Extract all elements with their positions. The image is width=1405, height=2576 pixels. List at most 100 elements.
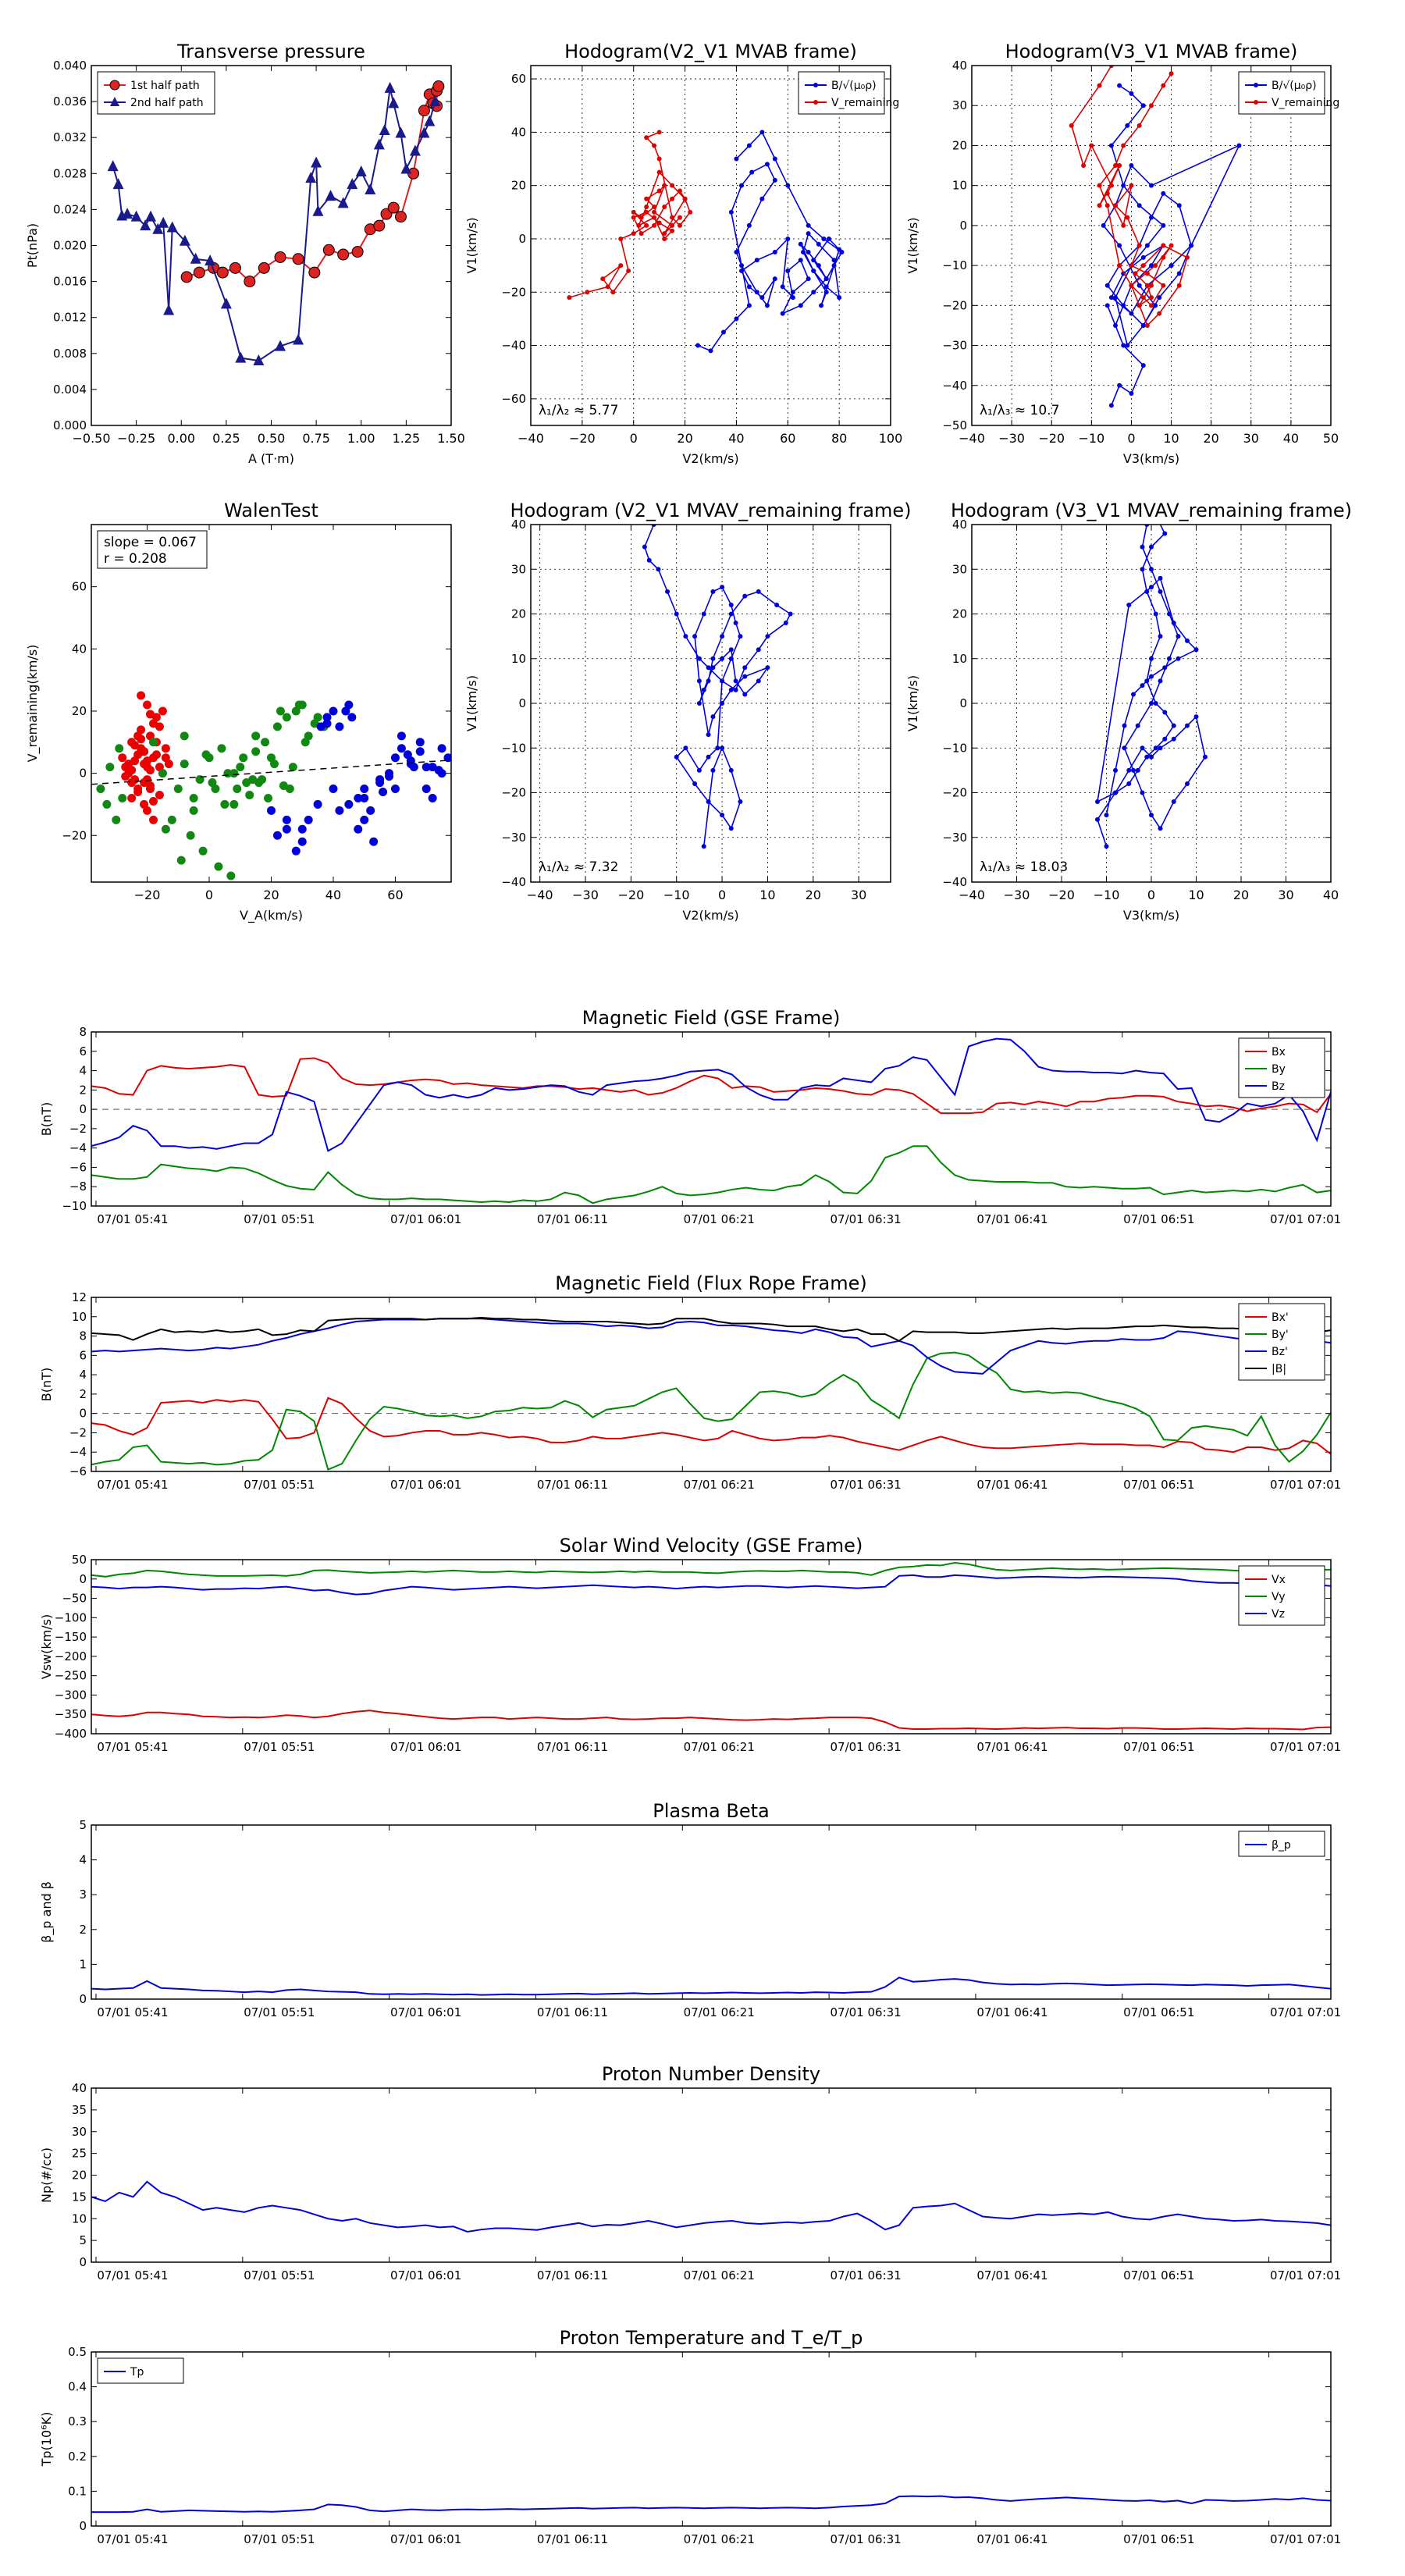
y-tick-label: −10 [62, 1199, 87, 1213]
plot-area [567, 130, 845, 354]
data-point [1140, 745, 1145, 751]
ratio-annotation: λ₁/λ₃ ≈ 18.03 [980, 859, 1068, 875]
y-tick-label: 0 [518, 232, 526, 246]
data-point [696, 767, 702, 773]
x-tick-label: −0.25 [117, 431, 155, 446]
data-point [1113, 163, 1118, 169]
data-point [811, 268, 816, 273]
data-point [217, 744, 226, 753]
data-point [1149, 544, 1154, 550]
y-tick-label: −250 [55, 1669, 87, 1683]
data-point [1113, 790, 1118, 795]
data-point [437, 744, 446, 753]
data-point [1185, 723, 1190, 728]
y-tick-label: 0.036 [53, 94, 87, 109]
x-tick-label: 07/01 06:51 [1123, 2268, 1194, 2282]
data-point [107, 160, 119, 172]
data-point [1140, 790, 1145, 795]
data-point [765, 634, 770, 639]
data-point [1176, 634, 1181, 639]
data-point [422, 785, 431, 794]
plot-area [91, 691, 451, 881]
plot-frame [91, 65, 452, 426]
data-point [1136, 203, 1142, 208]
plot-frame [91, 524, 452, 883]
x-tick-label: 07/01 07:01 [1270, 1740, 1341, 1754]
data-point [137, 735, 146, 744]
y-tick-label: 0 [79, 2255, 87, 2269]
y-tick-label: 0 [959, 696, 967, 710]
data-point [733, 687, 738, 692]
chart-hodogram-v2v1-mvab: Hodogram(V2_V1 MVAB frame) −40 −20 0 20 40 60 8… [464, 41, 902, 466]
data-point [764, 162, 770, 167]
y-tick-label: 2 [79, 1923, 87, 1937]
data-point [631, 215, 636, 220]
x-tick-label: 07/01 06:41 [976, 1478, 1048, 1492]
data-point [341, 706, 350, 716]
data-point [670, 196, 675, 201]
x-axis-label: V3(km/s) [1123, 451, 1179, 466]
data-point [143, 763, 152, 772]
plot-area [642, 525, 793, 849]
data-point [115, 744, 124, 753]
legend-label: β_p [1272, 1839, 1291, 1852]
y-tick-label: 4 [79, 1064, 87, 1078]
data-point [418, 105, 430, 117]
y-tick-label: 60 [511, 72, 526, 86]
data-point [140, 219, 151, 231]
data-point [282, 815, 291, 824]
data-point [652, 204, 657, 209]
plot-area [91, 1037, 1331, 1204]
y-tick-label: 10 [952, 179, 967, 193]
data-point [397, 744, 406, 753]
data-point [701, 687, 706, 692]
data-point [379, 123, 390, 135]
chart-title: Hodogram (V2_V1 MVAV_remaining frame) [510, 500, 911, 521]
data-point [1162, 710, 1168, 715]
x-tick-label: 07/01 06:41 [976, 2532, 1048, 2546]
data-point [706, 754, 711, 760]
chart-transverse-pressure: Transverse pressure −0.50 −0.25 0.00 0.25 0.5… [25, 41, 465, 466]
stats-line: r = 0.208 [104, 551, 167, 567]
series-vy-line [91, 1561, 1331, 1578]
x-tick-label: 07/01 06:11 [537, 1740, 608, 1754]
data-point [229, 799, 239, 809]
chart-proton-density: Proton Number Density 07/01 05:41 07/01 05… [39, 2063, 1341, 2282]
chart-hodogram-v3v1-mvab: Hodogram(V3_V1 MVAB frame) −40 −30 −20 −10 0 1… [905, 41, 1339, 466]
data-point [706, 732, 711, 738]
data-point [443, 753, 451, 763]
data-point [1185, 254, 1190, 260]
data-point [143, 756, 152, 766]
data-point [1144, 283, 1150, 288]
data-point [1171, 620, 1176, 625]
data-point [1153, 263, 1158, 269]
data-point [347, 178, 358, 190]
data-point [176, 856, 186, 865]
data-point [1113, 322, 1118, 328]
data-point [710, 665, 716, 671]
series-0-line [91, 2180, 1331, 2233]
data-point [1121, 183, 1126, 188]
y-axis-label: V1(km/s) [464, 217, 479, 273]
data-point [1117, 263, 1122, 269]
data-point [400, 162, 412, 174]
data-point [1176, 283, 1182, 288]
series-by--line [91, 1351, 1331, 1471]
series-1st-half-path-line [186, 86, 439, 283]
data-point [112, 815, 121, 824]
data-point [1129, 183, 1134, 188]
data-point [1149, 263, 1154, 269]
data-point [264, 793, 273, 802]
data-point [823, 290, 829, 295]
chart-walen-test: WalenTest −20 0 20 40 60 −20 0 20 40 60 V_A(km/s) V_… [25, 500, 452, 923]
data-point [311, 156, 322, 168]
x-tick-label: 20 [1233, 888, 1249, 902]
plot-area [91, 1561, 1331, 1731]
x-tick-label: 07/01 05:51 [244, 2005, 315, 2019]
data-point [1185, 781, 1190, 787]
legend-label: 1st half path [130, 80, 200, 92]
data-point [754, 290, 759, 295]
data-point [223, 769, 233, 778]
data-point [742, 674, 748, 679]
data-point [618, 263, 624, 269]
